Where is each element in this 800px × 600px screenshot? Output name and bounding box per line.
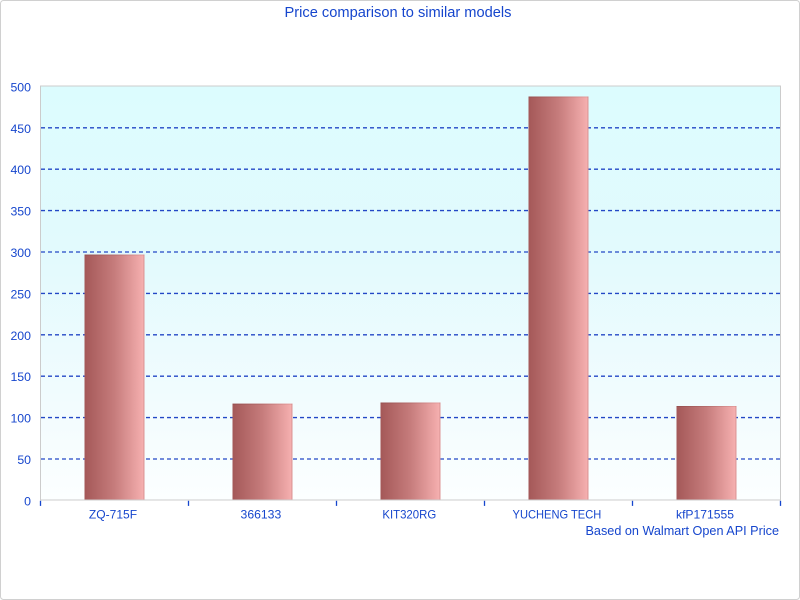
svg-text:400: 400: [10, 163, 31, 177]
svg-text:350: 350: [10, 205, 31, 219]
svg-text:150: 150: [10, 370, 31, 384]
svg-text:YUCHENG TECH: YUCHENG TECH: [513, 508, 602, 522]
svg-text:300: 300: [10, 246, 31, 260]
svg-text:50: 50: [17, 453, 31, 467]
svg-text:450: 450: [10, 122, 31, 136]
svg-text:Based on Walmart Open API Pric: Based on Walmart Open API Price: [586, 524, 780, 538]
svg-text:Price comparison to similar mo: Price comparison to similar models: [285, 5, 512, 21]
svg-text:250: 250: [10, 287, 31, 301]
svg-text:0: 0: [24, 494, 31, 508]
svg-text:200: 200: [10, 329, 31, 343]
svg-text:366133: 366133: [241, 508, 282, 522]
svg-text:kfP171555: kfP171555: [676, 508, 734, 522]
svg-text:KIT320RG: KIT320RG: [382, 508, 436, 522]
svg-text:500: 500: [10, 80, 31, 94]
svg-text:100: 100: [10, 412, 31, 426]
svg-text:ZQ-715F: ZQ-715F: [89, 508, 137, 522]
